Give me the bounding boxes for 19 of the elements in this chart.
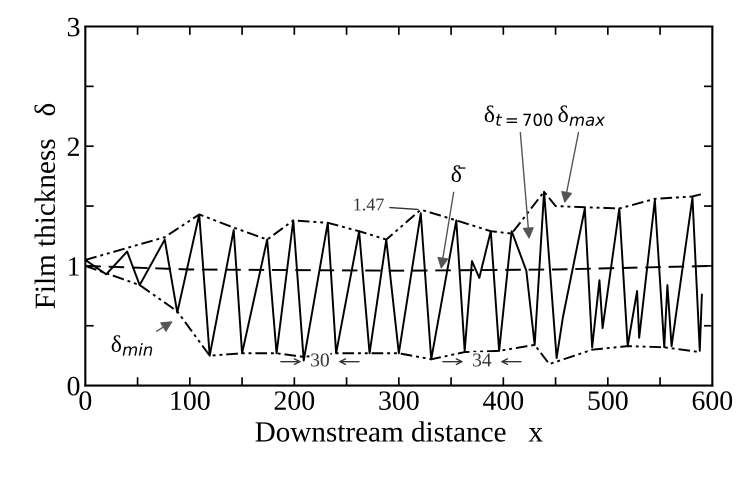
x-tick-label: 100 <box>171 391 210 410</box>
y-axis-title: Film thickness δ <box>34 104 56 309</box>
x-tick-label: 300 <box>379 391 419 410</box>
x-axis-title: Downstream distance x <box>255 421 543 442</box>
series-label: δ$_{min}$ <box>112 335 152 356</box>
y-tick-label: 2 <box>68 137 79 156</box>
annotation: 1.47 <box>354 198 384 211</box>
x-tick-label: 500 <box>588 391 628 410</box>
annotation: 34 <box>473 353 492 367</box>
x-tick-label: 600 <box>692 391 732 410</box>
annotation: 30 <box>311 353 329 367</box>
y-tick-label: 3 <box>68 18 80 36</box>
text: δ$_{t=700}$ <box>484 105 552 126</box>
x-tick-label: 400 <box>483 391 524 410</box>
text: δ̄ <box>452 165 466 182</box>
x-tick-label: 200 <box>274 391 314 410</box>
text: δ$_{max}$ <box>558 105 606 126</box>
y-tick-label: 0 <box>68 376 80 396</box>
y-tick-label: 1 <box>69 257 79 276</box>
